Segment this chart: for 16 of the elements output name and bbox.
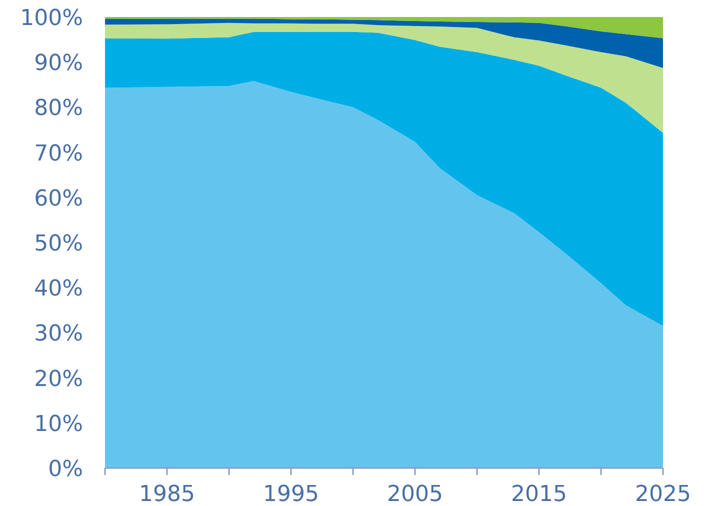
y-tick-label: 80% [34, 96, 83, 122]
y-tick-label: 40% [34, 276, 83, 302]
y-tick-label: 90% [34, 51, 83, 76]
y-tick-label: 10% [34, 412, 83, 437]
x-tick-label: 2015 [511, 482, 567, 506]
x-tick-label: 1985 [139, 482, 195, 506]
y-tick-label: 50% [34, 232, 83, 256]
x-tick-label: 1995 [263, 482, 319, 506]
y-tick-label: 30% [34, 322, 83, 347]
y-tick-label: 100% [20, 6, 83, 31]
y-tick-label: 20% [34, 366, 83, 392]
x-tick-label: 2005 [387, 482, 443, 506]
y-tick-label: 60% [34, 186, 83, 212]
y-tick-label: 70% [34, 141, 83, 166]
y-tick-label: 0% [48, 457, 83, 482]
x-tick-label: 2025 [635, 482, 691, 506]
